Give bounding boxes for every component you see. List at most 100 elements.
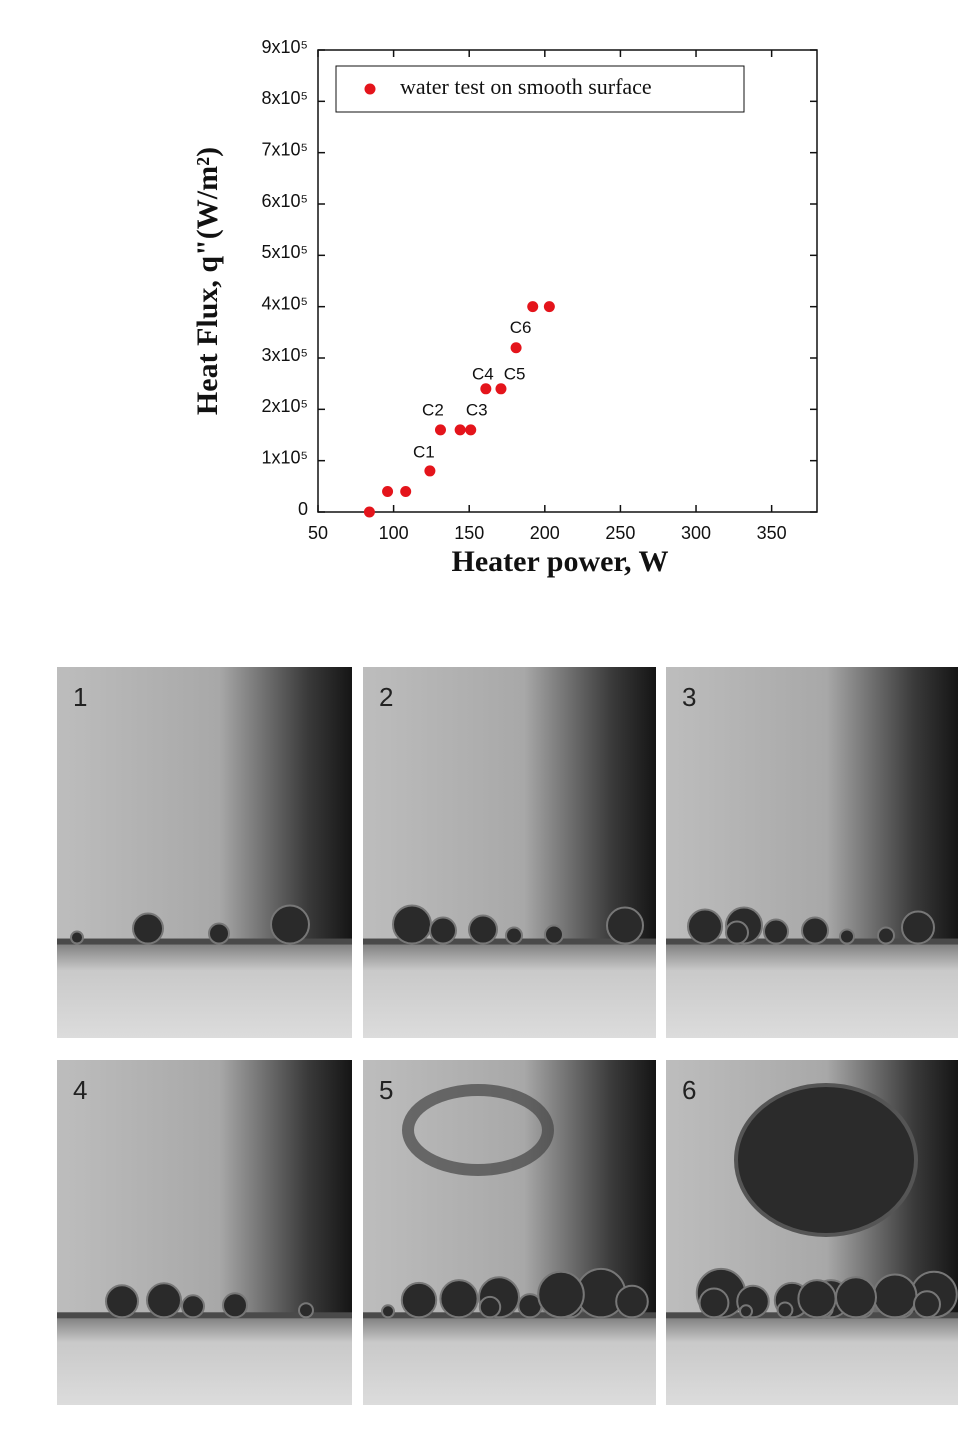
bubble — [181, 1294, 205, 1319]
legend-label: water test on smooth surface — [400, 74, 652, 99]
heater-surface — [57, 941, 352, 1038]
bubble — [381, 1304, 395, 1319]
y-tick-label: 4x10⁵ — [262, 293, 309, 313]
bubble — [132, 912, 164, 945]
vapor-bubble — [734, 1083, 918, 1237]
annotation: C2 — [422, 400, 444, 419]
heater-surface — [363, 1315, 656, 1405]
x-tick-label: 300 — [681, 523, 711, 543]
x-tick-label: 100 — [379, 523, 409, 543]
bubble — [687, 908, 723, 945]
photo-panel: 2 — [363, 667, 656, 1038]
panel-label: 4 — [73, 1075, 87, 1105]
x-tick-label: 350 — [757, 523, 787, 543]
annotation: C4 — [472, 364, 494, 383]
annotation: C5 — [504, 364, 526, 383]
panel-label: 2 — [379, 682, 393, 712]
bubble — [70, 930, 84, 945]
bubble — [208, 922, 230, 945]
annotation: C1 — [413, 442, 435, 461]
bubble — [468, 914, 498, 945]
annotation: C3 — [466, 400, 488, 419]
x-axis-title: Heater power, W — [452, 545, 669, 578]
bubble — [901, 910, 935, 945]
photo-panel: 4 — [57, 1060, 352, 1405]
bubble — [698, 1287, 730, 1319]
bubble — [776, 1301, 794, 1319]
bubble — [298, 1302, 314, 1319]
panel-label: 5 — [379, 1075, 393, 1105]
bubble — [835, 1276, 877, 1319]
y-tick-label: 1x10⁵ — [262, 447, 309, 467]
bubble — [615, 1284, 649, 1319]
y-tick-label: 3x10⁵ — [262, 345, 309, 365]
data-point — [543, 301, 555, 313]
data-point — [527, 301, 539, 313]
x-tick-label: 200 — [530, 523, 560, 543]
bubble — [146, 1282, 182, 1319]
vapor-cloud — [402, 1084, 554, 1176]
photo-panel: 6 — [666, 1060, 958, 1405]
x-tick-label: 150 — [454, 523, 484, 543]
bubble — [606, 906, 644, 945]
bubble — [392, 904, 432, 945]
bubble — [872, 1273, 918, 1319]
panel-label: 1 — [73, 682, 87, 712]
data-point — [400, 485, 412, 497]
bubble — [429, 916, 457, 945]
data-point — [434, 424, 446, 436]
y-axis-title: Heat Flux, q"(W/m²) — [191, 147, 224, 415]
y-tick-label: 9x10⁵ — [262, 37, 309, 57]
plot-frame — [317, 49, 818, 513]
bubble — [439, 1279, 479, 1319]
surface-line — [57, 1312, 352, 1319]
bubble — [725, 920, 749, 945]
bubble — [222, 1292, 248, 1319]
surface-line — [57, 938, 352, 945]
panel-label: 3 — [682, 682, 696, 712]
data-point — [363, 506, 375, 518]
heater-surface — [57, 1315, 352, 1405]
photo-panel: 1 — [57, 667, 352, 1038]
y-tick-label: 5x10⁵ — [262, 242, 309, 262]
bubble — [839, 928, 855, 945]
bubble — [537, 1270, 585, 1319]
y-tick-label: 0 — [298, 499, 308, 519]
x-tick-label: 250 — [605, 523, 635, 543]
data-point — [424, 465, 436, 477]
bubble — [478, 1295, 502, 1319]
photo-panel: 3 — [666, 667, 958, 1038]
bubble — [877, 926, 895, 945]
data-point — [465, 424, 477, 436]
bubble — [400, 1281, 438, 1319]
data-point — [480, 383, 492, 395]
bubble — [763, 918, 789, 945]
heater-surface — [363, 941, 656, 1038]
legend-marker — [364, 83, 376, 95]
legend-box — [335, 65, 745, 113]
bubble — [739, 1304, 753, 1319]
y-tick-label: 8x10⁵ — [262, 88, 309, 108]
heater-surface — [666, 1315, 958, 1405]
photo-panel: 5 — [363, 1060, 656, 1405]
bubble — [913, 1290, 941, 1319]
panel-label: 6 — [682, 1075, 696, 1105]
data-point — [454, 424, 466, 436]
data-point — [495, 383, 507, 395]
heater-surface — [666, 941, 958, 1038]
x-tick-label: 50 — [308, 523, 328, 543]
y-tick-label: 2x10⁵ — [262, 396, 309, 416]
data-point — [510, 342, 522, 354]
bubble — [505, 926, 523, 945]
bubble — [801, 916, 829, 945]
bubble — [105, 1284, 139, 1319]
bubble — [270, 904, 310, 945]
y-tick-label: 7x10⁵ — [262, 139, 309, 159]
bubble — [797, 1279, 837, 1319]
y-tick-label: 6x10⁵ — [262, 191, 309, 211]
bubble — [544, 924, 564, 945]
annotation: C6 — [510, 318, 532, 337]
data-point — [382, 485, 394, 497]
